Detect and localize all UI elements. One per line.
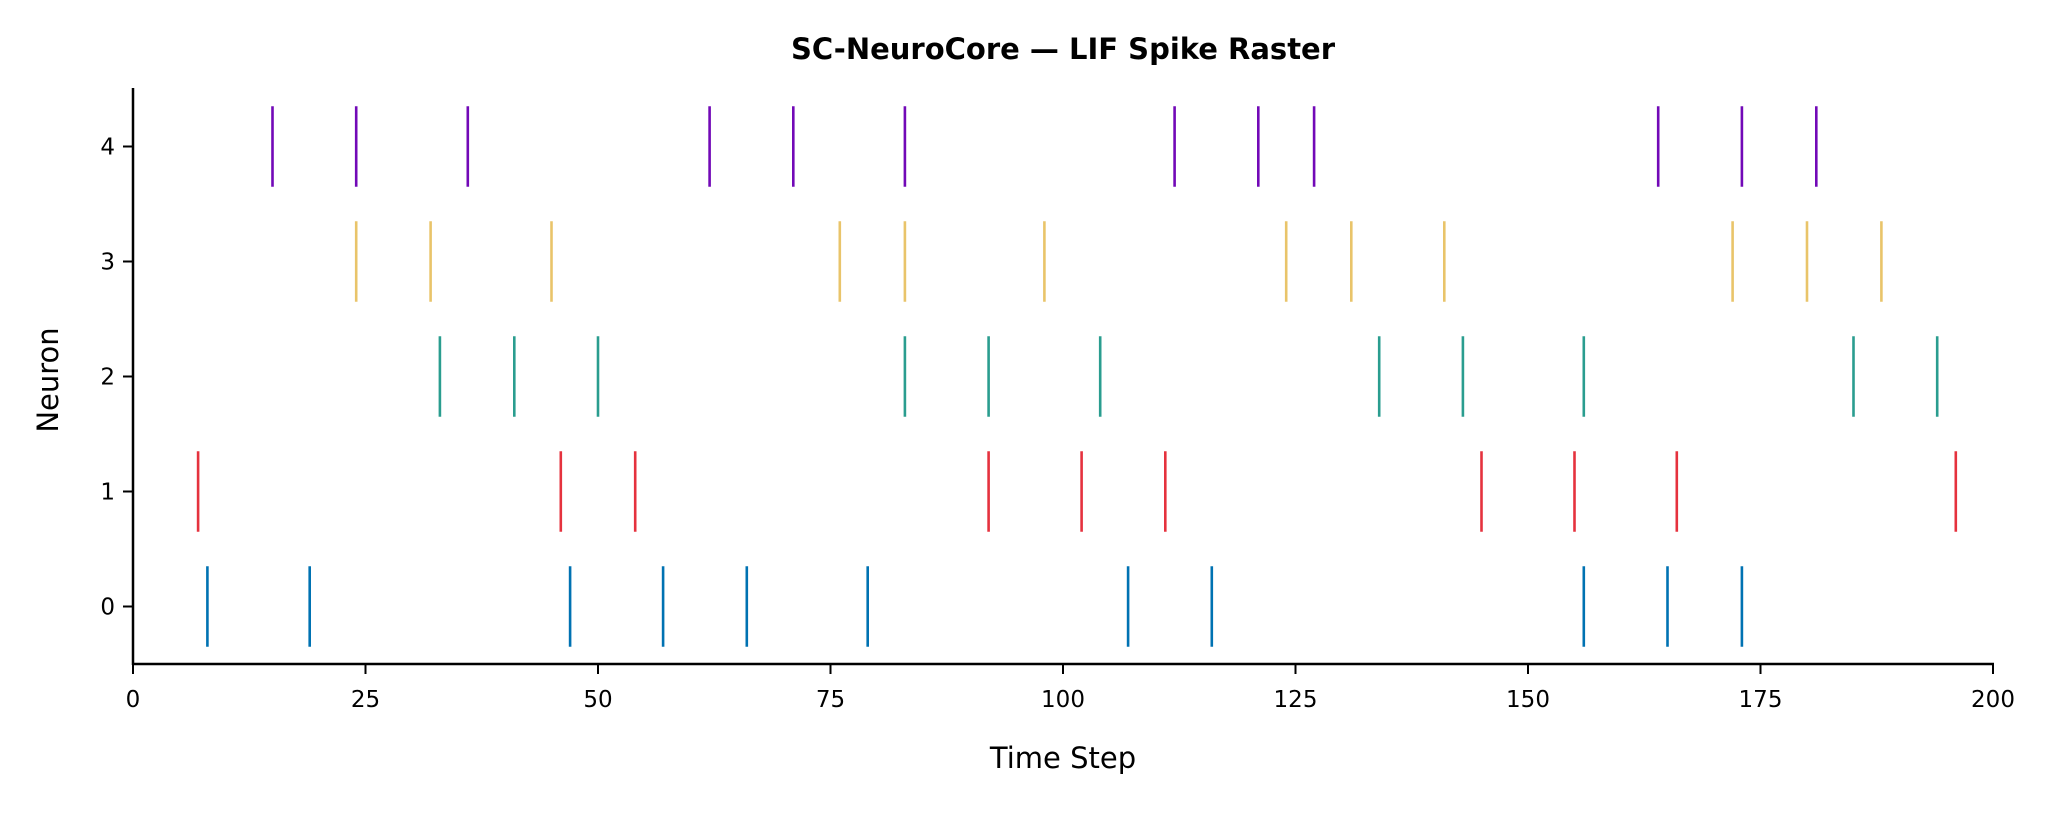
- x-tick-label: 150: [1506, 687, 1550, 713]
- y-tick-label: 1: [100, 480, 115, 506]
- x-tick-label: 25: [351, 687, 380, 713]
- y-tick-label: 4: [100, 135, 115, 161]
- x-tick-label: 200: [1971, 687, 2015, 713]
- x-tick-label: 50: [583, 687, 612, 713]
- neuron-2-spikes: [438, 336, 1939, 417]
- y-axis-label: Neuron: [31, 327, 65, 432]
- neuron-4-spikes: [271, 106, 1818, 187]
- x-tick-label: 100: [1041, 687, 1085, 713]
- x-tick-label: 175: [1739, 687, 1783, 713]
- neuron-0-spikes: [206, 566, 1744, 647]
- y-tick-label: 0: [100, 595, 115, 621]
- y-tick-label: 2: [100, 365, 115, 391]
- neuron-3-spikes: [354, 221, 1883, 302]
- y-ticks: 0 1 2 3 4: [100, 135, 133, 621]
- x-tick-label: 125: [1274, 687, 1318, 713]
- x-tick-label: 0: [126, 687, 141, 713]
- spike-marks: [196, 106, 1958, 647]
- neuron-1-spikes: [196, 451, 1958, 532]
- x-ticks: 0 25 50 75 100 125 150 175 200: [126, 664, 2015, 713]
- y-tick-label: 3: [100, 250, 115, 276]
- x-axis-label: Time Step: [989, 741, 1136, 775]
- x-tick-label: 75: [816, 687, 845, 713]
- chart-title: SC-NeuroCore — LIF Spike Raster: [791, 32, 1336, 66]
